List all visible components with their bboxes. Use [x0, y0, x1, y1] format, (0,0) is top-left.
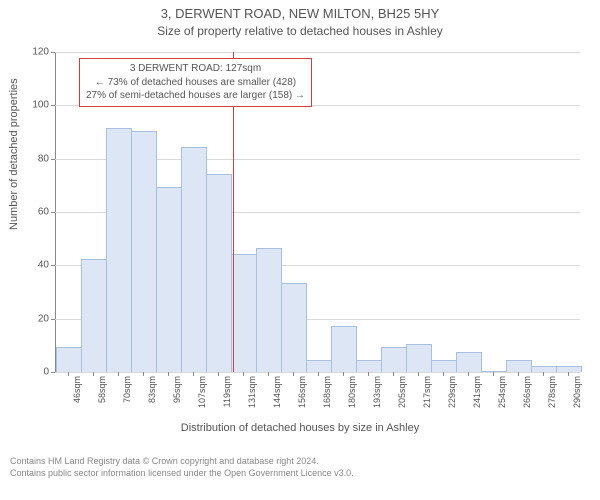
histogram-bar [481, 371, 507, 372]
x-tick-mark [118, 372, 119, 376]
grid-line [55, 52, 580, 53]
histogram-bar [431, 360, 457, 372]
x-tick-mark [518, 372, 519, 376]
y-tick-label: 0 [43, 367, 49, 378]
histogram-bar [231, 254, 257, 372]
histogram-bar [181, 147, 207, 372]
x-tick-label: 144sqm [272, 376, 282, 408]
y-tick-mark [51, 105, 55, 106]
x-tick-label: 180sqm [347, 376, 357, 408]
y-tick-mark [51, 319, 55, 320]
x-tick-mark [318, 372, 319, 376]
x-tick-mark [143, 372, 144, 376]
footer-line-1: Contains HM Land Registry data © Crown c… [10, 456, 354, 468]
footer-line-2: Contains public sector information licen… [10, 468, 354, 480]
x-tick-label: 107sqm [197, 376, 207, 408]
x-tick-mark [493, 372, 494, 376]
x-tick-label: 131sqm [247, 376, 257, 408]
x-tick-mark [268, 372, 269, 376]
x-tick-label: 193sqm [372, 376, 382, 408]
x-tick-mark [68, 372, 69, 376]
histogram-bar [381, 347, 407, 372]
y-tick-label: 60 [38, 207, 49, 218]
x-tick-mark [343, 372, 344, 376]
histogram-bar [406, 344, 432, 372]
footer-text: Contains HM Land Registry data © Crown c… [10, 456, 354, 479]
x-tick-mark [193, 372, 194, 376]
x-tick-label: 205sqm [397, 376, 407, 408]
histogram-bar [531, 366, 557, 372]
x-tick-label: 168sqm [322, 376, 332, 408]
x-tick-mark [168, 372, 169, 376]
x-tick-label: 95sqm [172, 376, 182, 403]
x-tick-mark [468, 372, 469, 376]
x-tick-mark [568, 372, 569, 376]
y-tick-label: 100 [32, 100, 49, 111]
annotation-box: 3 DERWENT ROAD: 127sqm← 73% of detached … [79, 58, 312, 107]
x-tick-label: 241sqm [472, 376, 482, 408]
y-axis-label-text: Number of detached properties [8, 78, 20, 230]
x-tick-label: 119sqm [222, 376, 232, 407]
annotation-line: 3 DERWENT ROAD: 127sqm [86, 62, 305, 76]
plot-area: 02040608010012046sqm58sqm70sqm83sqm95sqm… [55, 52, 580, 372]
histogram-bar [131, 131, 157, 372]
histogram-bar [56, 347, 82, 372]
chart-title: 3, DERWENT ROAD, NEW MILTON, BH25 5HY [0, 6, 600, 21]
x-tick-label: 229sqm [447, 376, 457, 408]
x-tick-label: 46sqm [72, 376, 82, 403]
histogram-bar [456, 352, 482, 372]
y-tick-mark [51, 159, 55, 160]
histogram-bar [156, 187, 182, 372]
y-tick-label: 120 [32, 47, 49, 58]
x-tick-mark [443, 372, 444, 376]
x-tick-mark [218, 372, 219, 376]
x-tick-label: 217sqm [422, 376, 432, 408]
x-tick-mark [293, 372, 294, 376]
y-tick-mark [51, 212, 55, 213]
x-tick-mark [93, 372, 94, 376]
histogram-bar [206, 174, 232, 372]
y-axis-label: Number of detached properties [8, 78, 20, 230]
x-tick-label: 58sqm [97, 376, 107, 403]
x-tick-mark [368, 372, 369, 376]
histogram-bar [256, 248, 282, 372]
x-tick-label: 156sqm [297, 376, 307, 408]
y-tick-label: 40 [38, 260, 49, 271]
histogram-bar [106, 128, 132, 372]
histogram-bar [356, 360, 382, 372]
chart-container: 3, DERWENT ROAD, NEW MILTON, BH25 5HY Si… [0, 0, 600, 500]
y-tick-mark [51, 372, 55, 373]
annotation-line: 27% of semi-detached houses are larger (… [86, 89, 305, 103]
x-tick-label: 278sqm [547, 376, 557, 408]
x-tick-label: 290sqm [572, 376, 582, 408]
x-tick-label: 254sqm [497, 376, 507, 408]
histogram-bar [506, 360, 532, 372]
histogram-bar [331, 326, 357, 372]
x-tick-label: 266sqm [522, 376, 532, 408]
histogram-bar [306, 360, 332, 372]
histogram-bar [556, 366, 582, 372]
chart-subtitle: Size of property relative to detached ho… [0, 24, 600, 38]
y-tick-label: 80 [38, 153, 49, 164]
x-tick-mark [243, 372, 244, 376]
y-tick-label: 20 [38, 313, 49, 324]
x-tick-mark [418, 372, 419, 376]
x-tick-label: 70sqm [122, 376, 132, 403]
x-tick-mark [543, 372, 544, 376]
y-tick-mark [51, 52, 55, 53]
x-tick-mark [393, 372, 394, 376]
histogram-bar [281, 283, 307, 372]
y-tick-mark [51, 265, 55, 266]
x-tick-label: 83sqm [147, 376, 157, 403]
x-axis-label: Distribution of detached houses by size … [0, 422, 600, 434]
annotation-line: ← 73% of detached houses are smaller (42… [86, 76, 305, 90]
histogram-bar [81, 259, 107, 372]
